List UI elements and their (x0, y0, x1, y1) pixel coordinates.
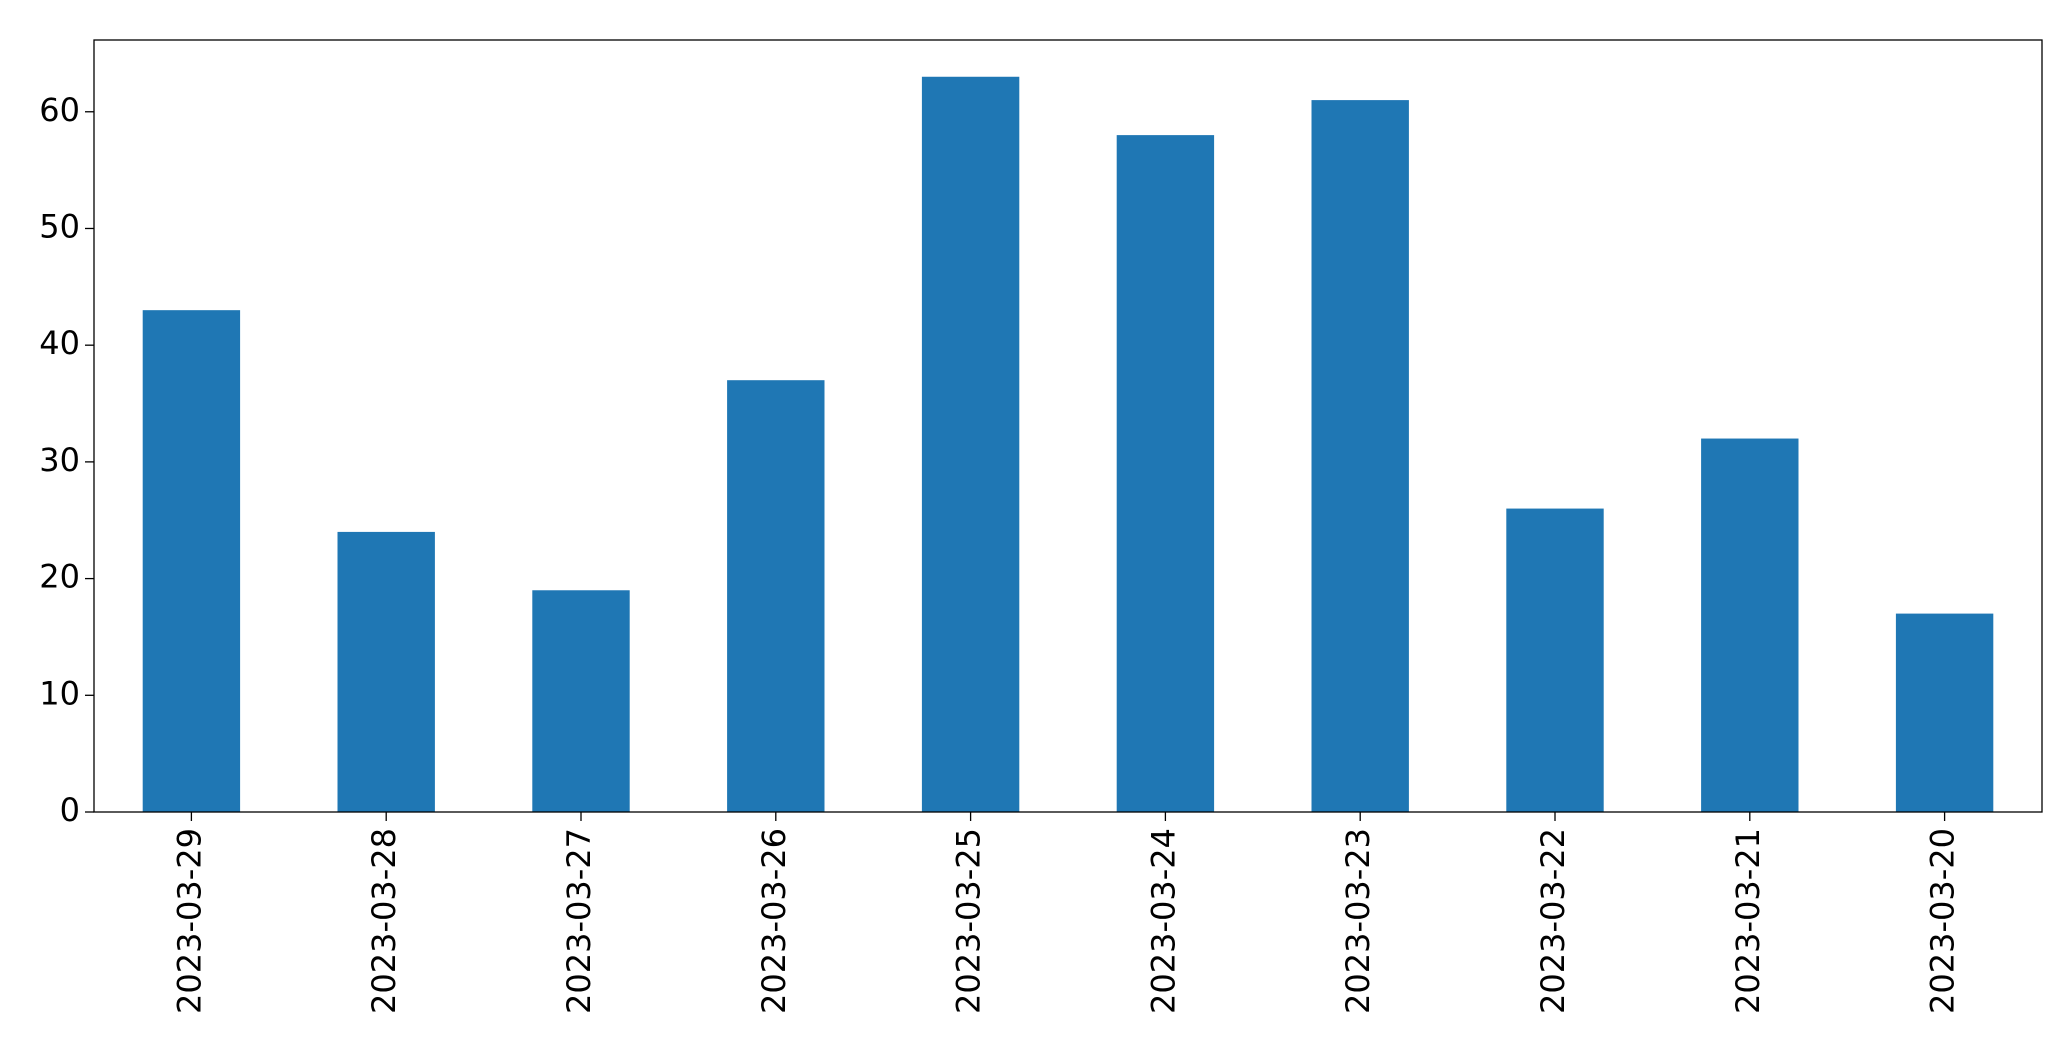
x-tick-label: 2023-03-27 (560, 828, 598, 1014)
bar (727, 380, 825, 812)
x-tick-label: 2023-03-22 (1534, 828, 1572, 1014)
x-tick-label: 2023-03-24 (1144, 828, 1182, 1014)
bar (921, 76, 1020, 812)
bar (1311, 100, 1409, 813)
y-tick-label: 30 (39, 441, 80, 479)
y-tick-label: 60 (39, 91, 80, 129)
y-tick-label: 50 (39, 207, 80, 245)
y-tick-label: 20 (39, 558, 80, 596)
bar (1701, 438, 1799, 812)
bar (142, 310, 241, 812)
x-tick-label: 2023-03-21 (1729, 828, 1767, 1014)
bar (1116, 135, 1215, 812)
x-tick-label: 2023-03-23 (1339, 828, 1377, 1014)
bar (1895, 613, 1994, 812)
x-tick-label: 2023-03-20 (1924, 828, 1962, 1014)
y-tick-label: 0 (60, 791, 80, 829)
y-tick-label: 40 (39, 324, 80, 362)
bar (337, 531, 435, 812)
x-tick-label: 2023-03-26 (755, 828, 793, 1014)
x-tick-label: 2023-03-28 (365, 828, 403, 1014)
bar (1506, 508, 1604, 812)
plot-frame (93, 39, 2043, 813)
x-tick-label: 2023-03-29 (170, 828, 208, 1014)
x-tick-label: 2023-03-25 (950, 828, 988, 1014)
bar (532, 590, 630, 812)
y-tick-label: 10 (39, 674, 80, 712)
